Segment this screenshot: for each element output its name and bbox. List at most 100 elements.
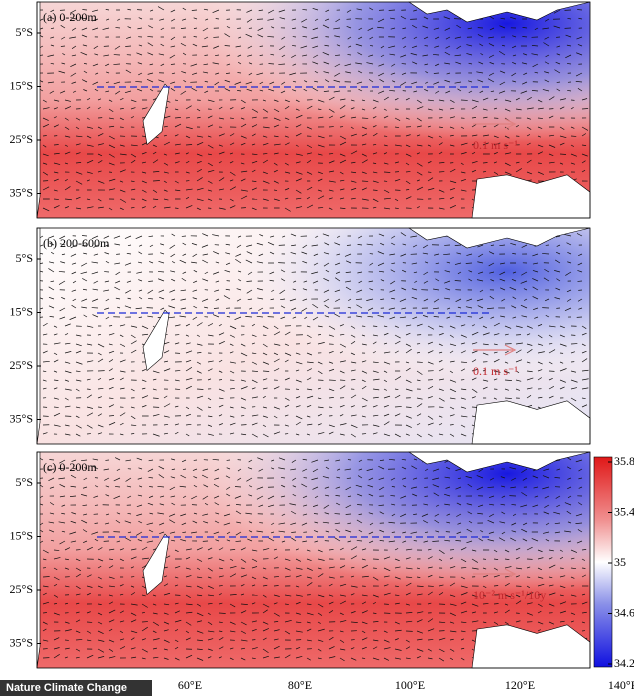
flow-arrow: [149, 9, 154, 12]
flow-arrow: [279, 45, 286, 51]
flow-arrow: [86, 574, 92, 578]
flow-arrow: [449, 648, 455, 652]
flow-arrow: [152, 205, 157, 209]
flow-arrow: [284, 414, 289, 417]
flow-arrow: [42, 592, 47, 596]
flow-arrow: [449, 406, 455, 410]
flow-arrow: [229, 432, 235, 435]
flow-arrow: [471, 169, 477, 173]
flow-arrow: [119, 169, 126, 173]
flow-arrow: [444, 27, 451, 31]
flow-arrow: [534, 316, 539, 319]
flow-arrow: [152, 621, 159, 626]
flow-arrow: [130, 107, 136, 110]
flow-arrow: [248, 459, 253, 463]
flow-arrow: [170, 88, 176, 92]
flow-arrow: [170, 253, 176, 258]
flow-arrow: [185, 654, 193, 659]
flow-arrow: [81, 262, 88, 267]
flow-arrow: [575, 522, 583, 524]
flow-arrow: [196, 153, 203, 157]
flow-arrow: [119, 189, 126, 193]
flow-arrow: [251, 169, 256, 173]
flow-arrow: [284, 162, 289, 166]
flow-arrow: [163, 171, 169, 174]
flow-arrow: [59, 483, 66, 488]
flow-arrow: [207, 594, 215, 597]
flow-arrow: [520, 304, 528, 309]
flow-arrow: [240, 386, 248, 390]
flow-arrow: [303, 80, 308, 83]
flow-arrow: [284, 654, 291, 659]
flow-arrow: [445, 45, 451, 49]
flow-arrow: [251, 584, 256, 587]
flow-arrow: [416, 125, 422, 128]
flow-arrow: [135, 235, 143, 240]
flow-arrow: [42, 99, 47, 103]
flow-arrow: [339, 141, 347, 146]
flow-arrow: [117, 306, 121, 309]
flow-arrow: [339, 620, 347, 623]
flow-arrow: [180, 298, 187, 301]
flow-arrow: [103, 235, 110, 239]
flow-arrow: [416, 423, 421, 426]
flow-arrow: [267, 495, 275, 500]
flow-arrow: [499, 262, 506, 265]
flow-arrow: [295, 189, 302, 194]
flow-arrow: [192, 297, 198, 300]
flow-arrow: [240, 135, 247, 139]
flow-arrow: [302, 26, 308, 29]
flow-arrow: [48, 286, 55, 291]
flow-arrow: [350, 361, 357, 364]
flow-arrow: [49, 486, 55, 489]
flow-arrow: [511, 72, 517, 77]
flow-arrow: [313, 530, 319, 533]
flow-arrow: [542, 89, 550, 92]
flow-arrow: [196, 585, 203, 589]
flow-arrow: [416, 648, 424, 652]
flow-arrow: [204, 502, 209, 506]
flow-arrow: [292, 89, 297, 92]
flow-arrow: [273, 99, 279, 102]
flow-arrow: [328, 334, 334, 337]
flow-arrow: [169, 54, 176, 59]
flow-arrow: [42, 162, 48, 165]
flow-arrow: [328, 610, 334, 614]
flow-arrow: [401, 72, 407, 75]
flow-arrow: [108, 558, 114, 560]
flow-arrow: [251, 620, 257, 623]
flow-arrow: [152, 180, 160, 182]
flow-arrow: [383, 144, 388, 147]
flow-arrow: [372, 370, 379, 373]
flow-arrow: [350, 197, 356, 200]
flow-arrow: [104, 280, 110, 283]
flow-arrow: [581, 98, 588, 101]
flow-arrow: [372, 189, 378, 191]
flow-arrow: [60, 25, 66, 29]
flow-arrow: [292, 485, 297, 488]
flow-arrow: [240, 415, 245, 417]
flow-arrow: [493, 351, 498, 354]
flow-arrow: [388, 540, 396, 543]
flow-arrow: [75, 152, 81, 155]
flow-arrow: [416, 99, 422, 104]
flow-arrow: [438, 388, 444, 391]
flow-arrow: [416, 567, 421, 570]
flow-arrow: [290, 522, 297, 525]
flow-arrow: [570, 594, 577, 597]
flow-arrow: [251, 433, 258, 438]
flow-arrow: [306, 152, 313, 155]
flow-arrow: [64, 206, 69, 209]
flow-arrow: [273, 124, 280, 128]
flow-arrow: [522, 81, 528, 85]
flow-arrow: [53, 379, 59, 381]
flow-arrow: [108, 648, 114, 652]
flow-arrow: [218, 388, 225, 392]
flow-arrow: [504, 144, 509, 146]
flow-arrow: [460, 397, 466, 400]
flow-arrow: [405, 379, 412, 383]
flow-arrow: [174, 639, 179, 643]
flow-arrow: [578, 468, 583, 472]
flow-arrow: [512, 316, 517, 319]
flow-arrow: [59, 235, 66, 240]
